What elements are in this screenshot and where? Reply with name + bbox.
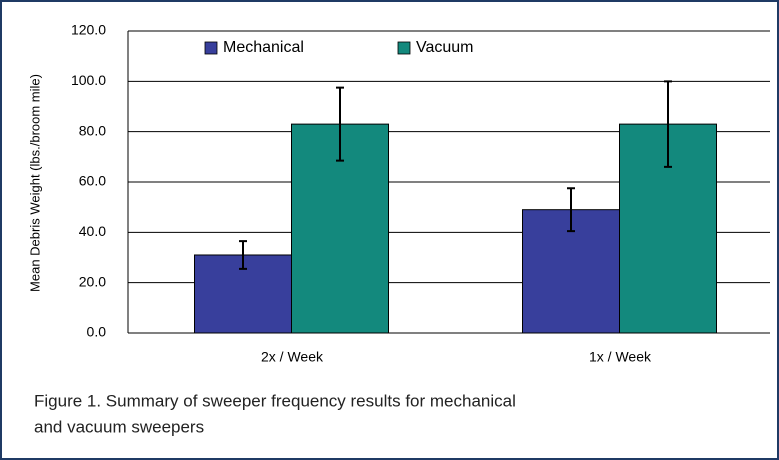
legend-label: Mechanical: [223, 39, 304, 56]
y-tick-label: 0.0: [87, 324, 107, 340]
y-tick-label: 60.0: [79, 173, 106, 189]
x-tick-label: 2x / Week: [261, 349, 324, 365]
y-tick-label: 20.0: [79, 273, 106, 289]
caption: Figure 1. Summary of sweeper frequency r…: [34, 391, 516, 410]
y-axis-label: Mean Debris Weight (lbs./broom mile): [27, 74, 42, 292]
y-tick-label: 120.0: [71, 22, 106, 38]
error-bar: [239, 240, 247, 270]
legend-label: Vacuum: [416, 39, 474, 56]
y-tick-label: 100.0: [71, 72, 106, 88]
y-tick-label: 80.0: [79, 122, 106, 138]
legend-swatch: [397, 41, 411, 55]
error-bar: [567, 187, 575, 233]
error-bar: [336, 86, 344, 162]
error-bar: [664, 80, 672, 168]
y-tick-label: 40.0: [79, 223, 106, 239]
legend-swatch: [204, 41, 218, 55]
caption: and vacuum sweepers: [34, 417, 204, 436]
x-tick-label: 1x / Week: [589, 349, 652, 365]
